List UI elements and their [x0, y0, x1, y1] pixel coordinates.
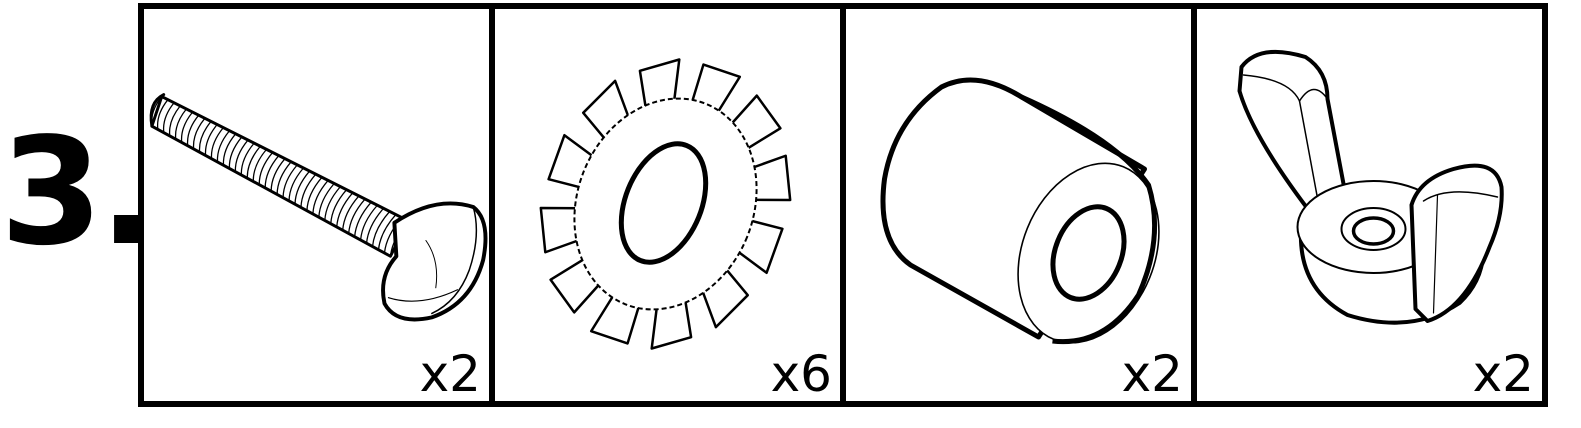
spacer-sleeve-icon [880, 77, 1160, 345]
part-panel-2: x6 [489, 9, 840, 401]
quantity-label: x2 [1472, 345, 1534, 403]
star-lock-washer-icon [539, 58, 792, 350]
quantity-label: x6 [770, 345, 832, 403]
part-panel-3: x2 [840, 9, 1191, 401]
step-number: 3. [0, 106, 155, 278]
parts-list: x2 x6 x2 [138, 3, 1548, 407]
part-panel-4: x2 [1191, 9, 1542, 401]
part-panel-1: x2 [144, 9, 489, 401]
quantity-label: x2 [1121, 345, 1183, 403]
quantity-label: x2 [419, 345, 481, 403]
thumb-screw-icon [149, 93, 488, 322]
wing-nut-icon [1237, 49, 1504, 325]
